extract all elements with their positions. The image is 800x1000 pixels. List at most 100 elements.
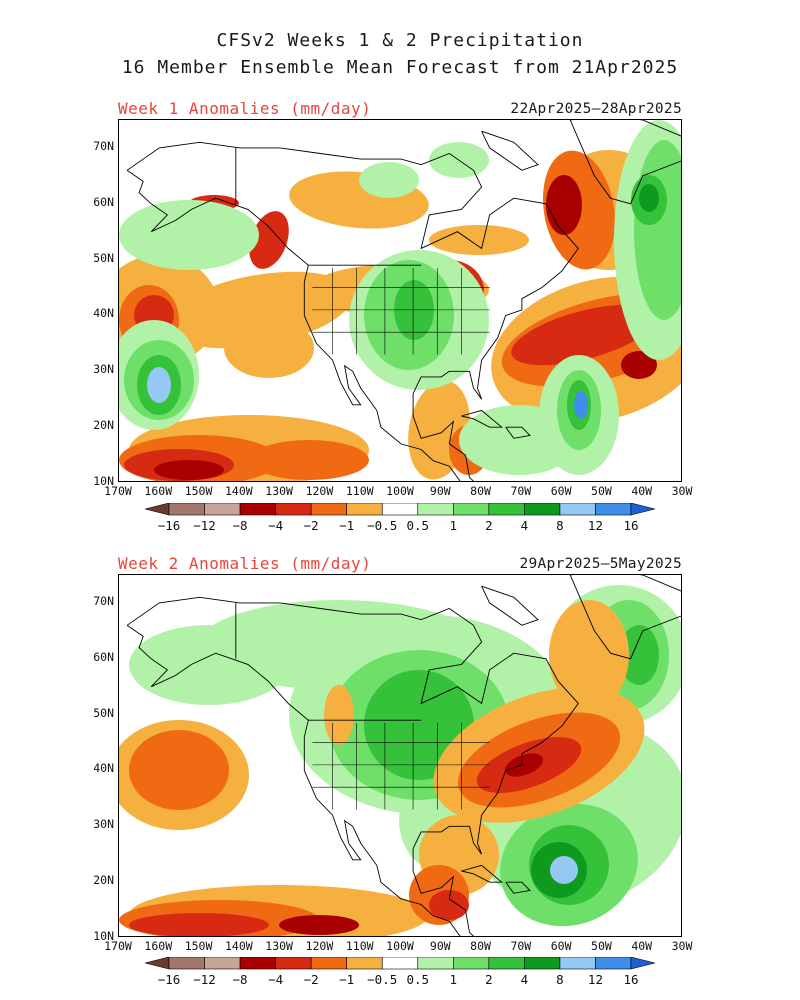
very-dry-anomaly <box>279 915 359 935</box>
lat-tick-label: 40N <box>93 761 114 776</box>
lon-tick-label: 30W <box>671 939 693 953</box>
colorbar-swatch <box>559 957 596 970</box>
colorbar-swatch <box>275 503 312 516</box>
chart-title-line-2: 16 Member Ensemble Mean Forecast from 21… <box>121 57 679 78</box>
strong-wet-anomaly <box>619 625 659 685</box>
lon-tick-label: 100W <box>386 939 414 953</box>
colorbar-label: 4 <box>520 972 529 987</box>
colorbar-swatch <box>488 503 525 516</box>
colorbar-label: 1 <box>449 972 458 987</box>
colorbar-swatch <box>310 957 347 970</box>
colorbar-swatch <box>417 957 454 970</box>
colorbar-label: 16 <box>623 518 639 533</box>
anomaly-region <box>420 325 423 328</box>
wet-anomaly <box>119 200 259 270</box>
colorbar-label: −12 <box>193 972 216 987</box>
colorbar-swatch <box>346 503 383 516</box>
colorbar-label: 4 <box>520 518 529 533</box>
chart-title-line-1: CFSv2 Weeks 1 & 2 Precipitation <box>216 30 584 51</box>
anomaly-region <box>432 735 435 738</box>
colorbar-label: −1 <box>339 972 355 987</box>
colorbar-swatch <box>204 957 241 970</box>
colorbar-label: −16 <box>157 972 181 987</box>
lon-tick-label: 130W <box>265 484 293 498</box>
panel-2-map <box>118 574 682 937</box>
colorbar-label: −4 <box>268 972 284 987</box>
colorbar-swatch <box>559 503 596 516</box>
coastlines-and-borders <box>126 575 681 936</box>
strong-dry-anomaly <box>511 304 657 366</box>
lon-tick-label: 60W <box>550 484 572 498</box>
anomaly-region <box>589 392 592 395</box>
colorbar-label: −8 <box>232 518 248 533</box>
colorbar-label: 2 <box>485 972 493 987</box>
colorbar-swatch <box>310 503 347 516</box>
colorbar-label: −0.5 <box>367 518 398 533</box>
wet-anomaly <box>459 405 579 475</box>
colorbar-label: −2 <box>303 518 319 533</box>
lat-tick-label: 40N <box>93 306 114 321</box>
lon-tick-label: 40W <box>631 484 653 498</box>
colorbar-label: 0.5 <box>406 518 430 533</box>
colorbar-label: −4 <box>268 518 284 533</box>
lat-tick-label: 10N <box>93 929 114 943</box>
lat-tick-label: 30N <box>93 817 114 832</box>
very-dry-anomaly <box>621 351 657 379</box>
colorbar-label: 16 <box>623 972 639 987</box>
colorbar-label: −1 <box>339 518 355 533</box>
lon-tick-label: 80W <box>470 484 491 498</box>
lat-tick-label: 50N <box>93 705 114 720</box>
lon-tick-label: 100W <box>386 484 414 498</box>
anomaly-region <box>573 331 576 334</box>
colorbar-swatch <box>239 957 276 970</box>
colorbar-swatch <box>453 957 490 970</box>
colorbar-swatch <box>168 503 205 516</box>
lat-tick-label: 60N <box>93 194 114 209</box>
dry-anomaly <box>129 730 229 810</box>
colorbar-label: 8 <box>556 518 564 533</box>
colorbar-label: 2 <box>485 518 493 533</box>
strong-dry-anomaly <box>429 890 469 920</box>
anomaly-region <box>311 236 314 239</box>
lon-tick-label: 90W <box>429 939 451 953</box>
anomaly-region <box>621 213 624 216</box>
wet-anomaly <box>359 162 419 198</box>
colorbar-label: −12 <box>193 518 216 533</box>
panel-1-dates: 22Apr2025–28Apr2025 <box>510 101 682 117</box>
lon-tick-label: 120W <box>305 484 334 498</box>
heavy-wet-anomaly <box>574 391 588 419</box>
lon-tick-label: 50W <box>591 484 612 498</box>
colorbar-label: −16 <box>157 518 181 533</box>
panel-2-label: Week 2 Anomalies (mm/day) <box>118 554 372 573</box>
lon-tick-label: 70W <box>510 484 532 498</box>
anomaly-region <box>440 225 443 228</box>
panel-2-dates: 29Apr2025–5May2025 <box>519 556 682 572</box>
lat-tick-label: 70N <box>93 593 114 608</box>
anomaly-region <box>138 314 141 317</box>
colorbar-swatch <box>630 957 656 970</box>
panel-1-label: Week 1 Anomalies (mm/day) <box>118 99 372 118</box>
anomaly-region <box>641 646 644 649</box>
colorbar-swatch <box>595 957 632 970</box>
colorbar-swatch <box>144 957 170 970</box>
dry-anomaly <box>324 685 354 745</box>
lon-tick-label: 140W <box>224 939 253 953</box>
colorbar-swatch <box>168 957 205 970</box>
colorbar-swatch <box>488 957 525 970</box>
lon-tick-label: 160W <box>144 484 173 498</box>
colorbar-swatch <box>381 503 419 516</box>
panel-1-map <box>118 119 682 482</box>
colorbar-swatch <box>204 503 241 516</box>
colorbar-label: 12 <box>587 518 603 533</box>
very-wet-anomaly <box>639 184 659 212</box>
lon-tick-label: 70W <box>510 939 532 953</box>
colorbar-swatch <box>524 957 561 970</box>
lon-tick-label: 60W <box>550 939 572 953</box>
colorbar-label: 8 <box>556 972 564 987</box>
lat-tick-label: 60N <box>93 649 114 664</box>
dry-anomaly <box>549 600 629 710</box>
lon-tick-label: 30W <box>671 484 693 498</box>
lon-tick-label: 110W <box>345 484 374 498</box>
lat-tick-label: 70N <box>93 138 114 153</box>
lon-tick-label: 150W <box>184 939 213 953</box>
